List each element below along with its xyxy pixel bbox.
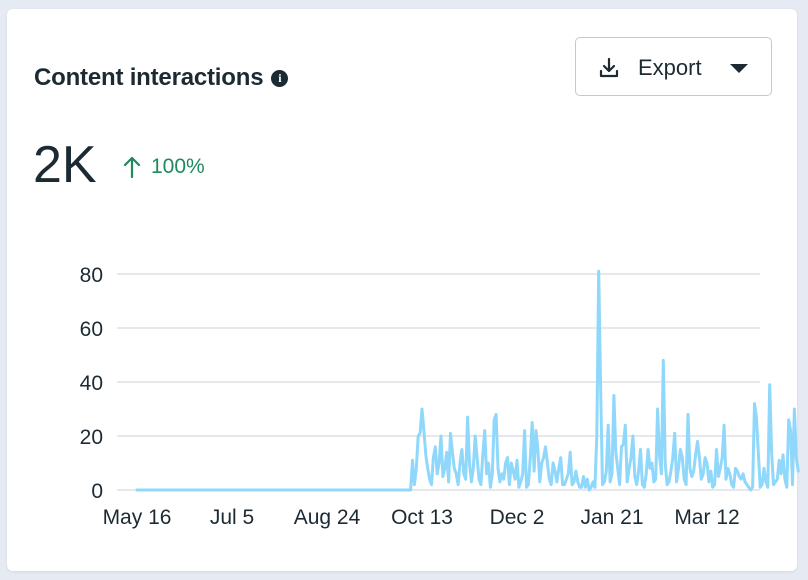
x-tick-label: Aug 24 [294,506,361,529]
x-tick-label: Jul 5 [210,506,254,529]
info-icon[interactable]: i [271,69,289,87]
x-tick-label: May 16 [103,506,172,529]
x-tick-label: Dec 2 [490,506,545,529]
x-tick-label: Oct 13 [391,506,453,529]
x-axis-ticks: May 16 Jul 5 Aug 24 Oct 13 Dec 2 Jan 21 Mar 12 [103,506,740,529]
x-tick-label: Mar 12 [674,506,739,529]
y-tick-label: 40 [80,372,103,395]
y-axis-ticks: 0 20 40 60 80 [80,264,103,503]
arrow-up-icon [123,156,141,178]
metric-change-value: 100% [151,155,205,178]
y-tick-label: 0 [91,480,103,503]
export-button[interactable]: Export [575,37,772,96]
card-header: Content interactions i [34,64,289,92]
x-tick-label: Jan 21 [580,506,643,529]
export-label: Export [638,55,702,80]
y-tick-label: 80 [80,264,103,287]
metric-change: 100% [123,155,205,179]
metric-value: 2K [33,136,97,194]
chart-series [135,269,800,492]
card-title: Content interactions [34,64,264,91]
content-interactions-card: Content interactions i Export 2K 100% [7,9,797,571]
series-line-content-interactions [135,269,800,492]
download-icon [599,57,619,78]
caret-down-icon [730,64,748,73]
y-tick-label: 60 [80,318,103,341]
y-tick-label: 20 [80,426,103,449]
